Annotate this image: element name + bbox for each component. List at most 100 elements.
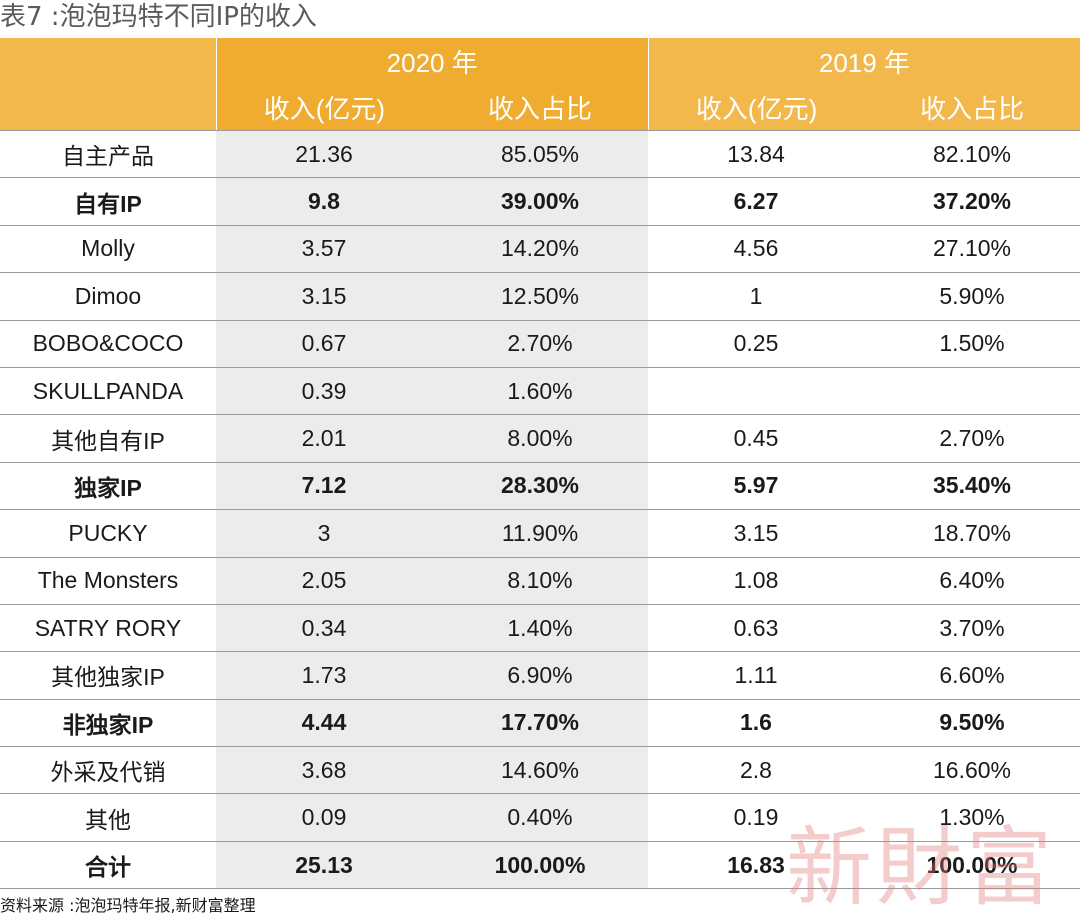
table-row: 独家IP 7.12 28.30% 5.97 35.40%: [0, 462, 1080, 511]
cell-share-2019: 9.50%: [939, 709, 1005, 736]
cell-revenue-2019: 1.11: [734, 661, 778, 688]
cell-share-2020: 8.00%: [432, 415, 648, 462]
table-row: 自主产品 21.36 85.05% 13.84 82.10%: [0, 131, 1080, 179]
cell-share-2020: 1.40%: [432, 604, 648, 652]
revenue-table: 2020 年 2019 年 收入(亿元) 收入占比 收入(亿元) 收入占比 自主…: [0, 38, 1080, 890]
header-revenue-2019: 收入(亿元): [647, 84, 865, 130]
table-row: The Monsters 2.05 8.10% 1.08 6.40%: [0, 557, 1080, 605]
cell-share-2020: 1.60%: [432, 367, 648, 415]
cell-share-2019: 1.30%: [939, 804, 1005, 831]
cell-share-2020: 11.90%: [432, 510, 648, 557]
cell-share-2019: 16.60%: [932, 756, 1011, 783]
row-label: PUCKY: [68, 519, 148, 546]
table-row: 其他独家IP 1.73 6.90% 1.11 6.60%: [0, 652, 1080, 700]
row-label: 外采及代销: [50, 759, 166, 786]
table-row: Dimoo 3.15 12.50% 1 5.90%: [0, 273, 1080, 321]
table-row: SKULLPANDA 0.39 1.60%: [0, 367, 1080, 416]
table-body: 自主产品 21.36 85.05% 13.84 82.10% 自有IP 9.8 39.00% 6…: [0, 131, 1080, 890]
cell-revenue-2019: 0.19: [733, 804, 779, 831]
row-label: 合计: [85, 854, 131, 881]
table-row: 其他 0.09 0.40% 0.19 1.30%: [0, 794, 1080, 842]
header-year-2020: 2020 年: [215, 38, 648, 84]
cell-revenue-2019: 1.08: [733, 567, 779, 594]
cell-share-2020: 14.20%: [432, 225, 648, 273]
cell-share-2019: 37.20%: [932, 188, 1011, 215]
cell-revenue-2020: 2.01: [216, 415, 432, 462]
cell-share-2020: 2.70%: [432, 320, 648, 367]
row-label: 非独家IP: [62, 711, 154, 738]
table-row: 自有IP 9.8 39.00% 6.27 37.20%: [0, 178, 1080, 226]
row-label: 其他自有IP: [51, 427, 165, 454]
row-label: SATRY RORY: [34, 614, 182, 641]
row-label: SKULLPANDA: [32, 377, 184, 404]
cell-revenue-2019: 5.97: [733, 472, 779, 499]
cell-revenue-2019: 0.25: [733, 330, 779, 357]
cell-revenue-2020: 0.34: [216, 604, 432, 652]
cell-share-2020: 28.30%: [432, 462, 648, 510]
cell-share-2019: 100.00%: [926, 851, 1018, 878]
cell-revenue-2019: 0.45: [733, 425, 779, 452]
cell-share-2019: 6.40%: [939, 567, 1005, 594]
cell-share-2020: 6.90%: [432, 652, 648, 699]
cell-revenue-2020: 2.05: [216, 557, 432, 604]
cell-revenue-2019: 13.84: [727, 140, 785, 167]
row-label: BOBO&COCO: [32, 330, 184, 357]
table-row: 其他自有IP 2.01 8.00% 0.45 2.70%: [0, 415, 1080, 463]
header-revenue-2020: 收入(亿元): [215, 84, 433, 130]
table-row: SATRY RORY 0.34 1.40% 0.63 3.70%: [0, 604, 1080, 653]
cell-revenue-2019: 1: [749, 282, 763, 309]
cell-revenue-2020: 0.39: [216, 367, 432, 415]
row-label: Dimoo: [74, 282, 142, 309]
cell-revenue-2019: 3.15: [733, 519, 779, 546]
cell-revenue-2020: 3.68: [216, 747, 432, 794]
row-label: 其他独家IP: [51, 664, 165, 691]
row-label: Molly: [81, 235, 135, 262]
cell-share-2020: 100.00%: [432, 841, 648, 889]
cell-share-2020: 8.10%: [432, 557, 648, 604]
cell-share-2019: 5.90%: [939, 282, 1005, 309]
cell-revenue-2020: 3.57: [216, 225, 432, 273]
table-row: BOBO&COCO 0.67 2.70% 0.25 1.50%: [0, 320, 1080, 368]
cell-share-2020: 14.60%: [432, 747, 648, 794]
row-label: 其他: [85, 806, 131, 833]
cell-revenue-2020: 0.67: [216, 320, 432, 367]
header-share-2019: 收入占比: [864, 84, 1080, 130]
cell-share-2019: 35.40%: [932, 472, 1011, 499]
cell-share-2019: 18.70%: [932, 519, 1011, 546]
cell-share-2020: 12.50%: [432, 273, 648, 320]
cell-share-2019: 6.60%: [939, 661, 1005, 688]
table-row: 非独家IP 4.44 17.70% 1.6 9.50%: [0, 699, 1080, 748]
cell-share-2020: 85.05%: [432, 131, 648, 178]
cell-revenue-2020: 3: [216, 510, 432, 557]
table-row: Molly 3.57 14.20% 4.56 27.10%: [0, 225, 1080, 274]
cell-share-2020: 17.70%: [432, 699, 648, 747]
cell-revenue-2019: 0.63: [733, 614, 779, 641]
cell-share-2020: 0.40%: [432, 794, 648, 841]
cell-revenue-2019: 4.56: [733, 235, 779, 262]
cell-share-2019: [864, 368, 1080, 414]
table-title: 表7 :泡泡玛特不同IP的收入: [0, 2, 317, 32]
table-row: PUCKY 3 11.90% 3.15 18.70%: [0, 510, 1080, 558]
header-blank: [0, 84, 216, 130]
row-label: 自有IP: [74, 190, 142, 217]
row-label: The Monsters: [37, 567, 179, 594]
cell-revenue-2019: 6.27: [733, 188, 779, 215]
cell-revenue-2019: 2.8: [740, 756, 772, 783]
cell-share-2019: 27.10%: [932, 235, 1011, 262]
cell-revenue-2019: [648, 368, 864, 414]
cell-revenue-2020: 21.36: [216, 131, 432, 178]
cell-revenue-2020: 25.13: [216, 841, 432, 889]
cell-revenue-2020: 9.8: [216, 178, 432, 225]
table-row: 外采及代销 3.68 14.60% 2.8 16.60%: [0, 747, 1080, 795]
cell-share-2019: 1.50%: [939, 330, 1005, 357]
table-row: 合计 25.13 100.00% 16.83 100.00%: [0, 841, 1080, 890]
cell-revenue-2020: 0.09: [216, 794, 432, 841]
header-row-columns: 收入(亿元) 收入占比 收入(亿元) 收入占比: [0, 84, 1080, 131]
cell-revenue-2020: 4.44: [216, 699, 432, 747]
header-year-2019: 2019 年: [647, 38, 1080, 84]
cell-revenue-2020: 7.12: [216, 462, 432, 510]
cell-share-2020: 39.00%: [432, 178, 648, 225]
row-label: 独家IP: [74, 474, 142, 501]
row-label: 自主产品: [62, 143, 154, 170]
cell-revenue-2019: 1.6: [740, 709, 772, 736]
